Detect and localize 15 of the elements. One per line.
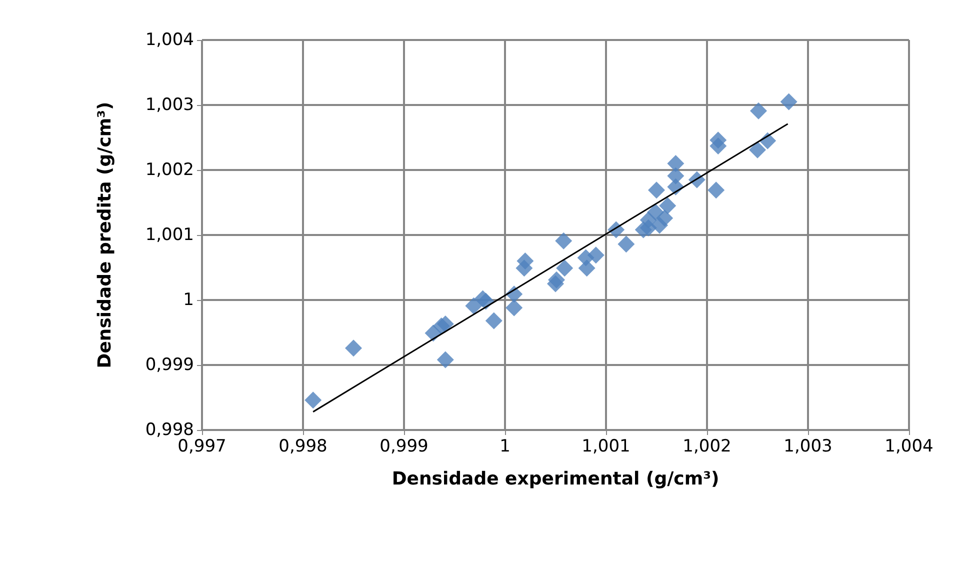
y-tick-label: 1,001 [145, 225, 194, 245]
x-axis-title: Densidade experimental (g/cm³) [392, 468, 720, 490]
x-tick-label: 0,998 [278, 436, 328, 456]
y-tick-label: 0,999 [145, 355, 194, 375]
y-tick-label: 1,004 [145, 30, 194, 50]
x-tick-label: 0,999 [380, 436, 428, 456]
x-tick-label: 1,001 [582, 436, 630, 456]
x-tick-label: 1 [500, 436, 510, 456]
y-tick-label: 1,002 [145, 160, 194, 180]
y-axis-title: Densidade predita (g/cm³) [94, 102, 116, 368]
x-tick-label: 1,003 [784, 436, 832, 456]
x-tick-label: 1,002 [682, 436, 732, 456]
y-tick-label: 1,003 [145, 95, 194, 115]
y-tick-label: 1 [183, 290, 194, 310]
x-tick-label: 1,004 [884, 436, 934, 456]
